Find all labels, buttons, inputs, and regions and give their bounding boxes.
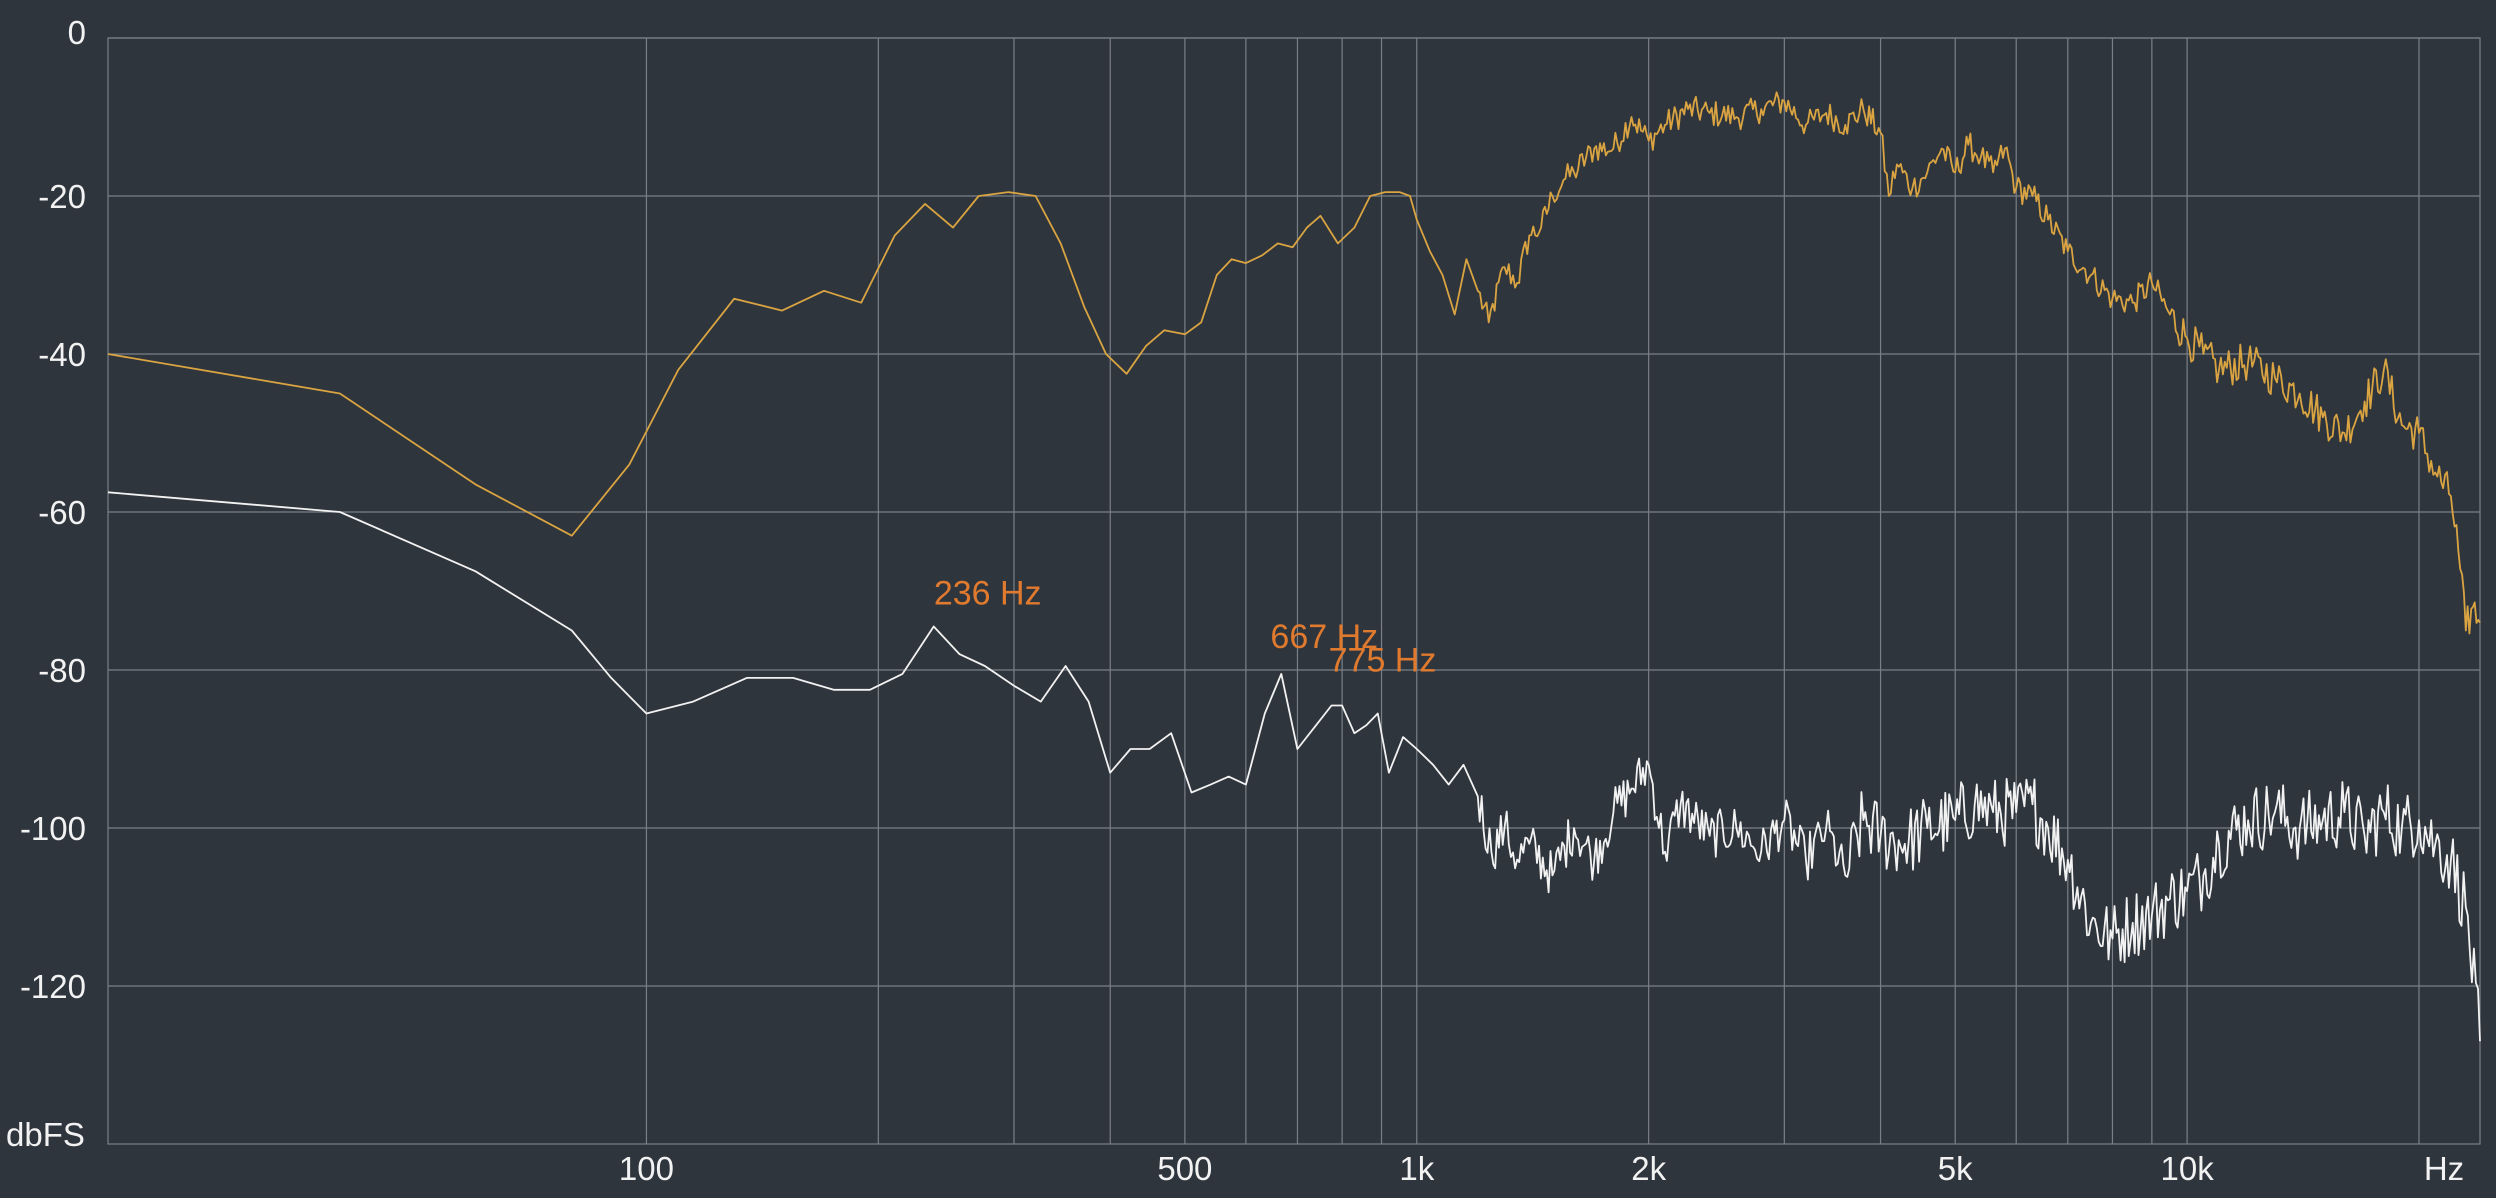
series-line-1 xyxy=(107,91,2481,635)
peak-label: 667 Hz xyxy=(1270,618,1378,656)
grid xyxy=(107,37,2481,1145)
y-tick-label: -40 xyxy=(38,336,86,373)
y-tick-label: -100 xyxy=(20,810,86,847)
y-tick-label: -80 xyxy=(38,652,86,689)
y-tick-label: -60 xyxy=(38,494,86,531)
x-tick-label: 100 xyxy=(619,1150,674,1187)
peak-label: 236 Hz xyxy=(934,575,1042,613)
peak-label: 775 Hz xyxy=(1329,642,1437,680)
y-axis-label: dbFS xyxy=(6,1116,85,1153)
x-tick-label: 1k xyxy=(1399,1150,1434,1187)
x-tick-label: 2k xyxy=(1631,1150,1666,1187)
y-tick-label: -20 xyxy=(38,178,86,215)
series-line-2 xyxy=(107,491,2481,1042)
x-axis-ticks: 100 500 1k 2k 5k 10k xyxy=(619,1150,2214,1187)
x-tick-label: 10k xyxy=(2161,1150,2215,1187)
x-axis-label: Hz xyxy=(2424,1150,2464,1187)
y-axis-ticks: 0 -20 -40 -60 -80 -100 -120 xyxy=(20,14,86,1005)
x-tick-label: 500 xyxy=(1157,1150,1212,1187)
y-tick-label: 0 xyxy=(68,14,86,51)
x-tick-label: 5k xyxy=(1938,1150,1973,1187)
series-lines xyxy=(107,91,2481,1042)
y-tick-label: -120 xyxy=(20,968,86,1005)
